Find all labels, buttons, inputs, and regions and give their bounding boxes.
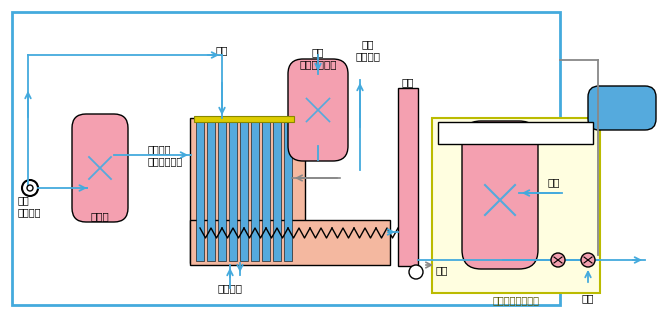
Bar: [273, 120, 281, 261]
Bar: [218, 120, 226, 261]
FancyBboxPatch shape: [462, 121, 538, 269]
Bar: [432, 118, 600, 293]
FancyBboxPatch shape: [588, 86, 656, 130]
Circle shape: [581, 253, 595, 267]
Circle shape: [22, 180, 38, 196]
Bar: [196, 120, 204, 261]
Text: 大型化オプション: 大型化オプション: [492, 295, 539, 305]
Bar: [190, 118, 305, 263]
Text: 酸素: 酸素: [548, 177, 560, 187]
Bar: [251, 120, 259, 261]
Circle shape: [27, 185, 33, 191]
Bar: [207, 120, 215, 261]
Bar: [194, 116, 294, 122]
Text: 脱硫器: 脱硫器: [90, 211, 110, 221]
Bar: [284, 120, 292, 261]
Text: 酸素改質器: 酸素改質器: [500, 128, 531, 138]
Text: プレ
リフォーマー: プレ リフォーマー: [299, 47, 337, 69]
Bar: [438, 122, 593, 144]
Text: 純水: 純水: [581, 293, 594, 303]
Bar: [262, 120, 270, 261]
Text: 煙突: 煙突: [402, 77, 414, 87]
Text: 空気: 空気: [435, 265, 447, 275]
Text: 燃料: 燃料: [216, 45, 228, 55]
Circle shape: [409, 265, 423, 279]
Text: 原料
炭化水素: 原料 炭化水素: [18, 195, 42, 217]
Text: スチーム
リフォーマー: スチーム リフォーマー: [148, 144, 183, 166]
Bar: [229, 120, 237, 261]
FancyBboxPatch shape: [72, 114, 128, 222]
Text: 払出
スチーム: 払出 スチーム: [356, 39, 381, 61]
Text: スチーム: スチーム: [218, 283, 242, 293]
Bar: [398, 88, 418, 266]
Bar: [240, 120, 248, 261]
Bar: [12, 12, 560, 305]
FancyBboxPatch shape: [288, 59, 348, 161]
Bar: [190, 220, 390, 265]
Circle shape: [551, 253, 565, 267]
